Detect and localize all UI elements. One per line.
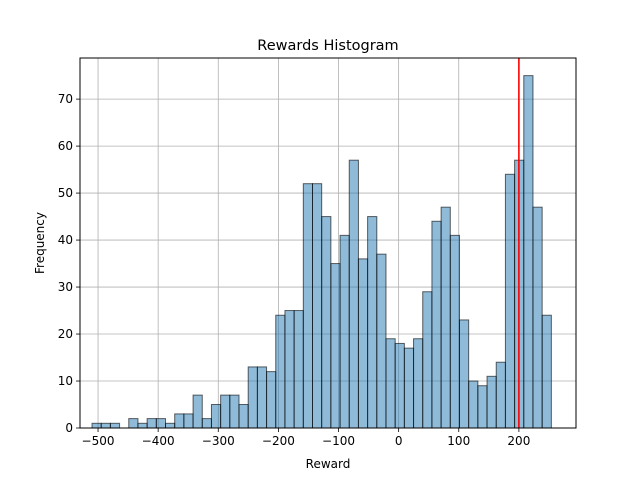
histogram-bar	[229, 394, 240, 429]
histogram-bar	[532, 206, 543, 429]
histogram-bar	[165, 422, 176, 429]
histogram-bar	[413, 338, 424, 429]
histogram-bar	[155, 418, 167, 429]
histogram-bar	[449, 234, 460, 429]
histogram-bar	[275, 314, 286, 429]
x-tick-label: 200	[507, 434, 530, 448]
histogram-bar	[541, 314, 552, 429]
histogram-bar	[339, 234, 350, 429]
histogram-bar	[330, 263, 341, 429]
x-tick-label: 0	[395, 434, 403, 448]
histogram-bars	[91, 75, 552, 429]
histogram-bar	[137, 422, 148, 429]
histogram-bar	[431, 220, 442, 429]
histogram-bar	[293, 310, 304, 429]
histogram-bar	[357, 258, 369, 429]
histogram-bar	[128, 418, 139, 429]
histogram-bar	[312, 183, 323, 429]
y-axis-label: Frequency	[33, 212, 47, 274]
histogram-bar	[458, 319, 470, 429]
histogram-bar	[321, 216, 332, 429]
x-tick-label: −500	[82, 434, 115, 448]
histogram-bar	[183, 413, 194, 429]
histogram-bar	[504, 173, 516, 429]
histogram-bar	[192, 394, 203, 429]
histogram-bar	[376, 253, 387, 429]
histogram-bar	[348, 159, 359, 429]
y-tick-label: 20	[58, 327, 73, 341]
histogram-bar	[385, 338, 396, 429]
histogram-bar	[394, 342, 405, 429]
histogram-bar	[220, 394, 231, 429]
histogram-bar	[210, 404, 222, 429]
histogram-bar	[468, 380, 479, 429]
x-axis-label: Reward	[306, 457, 351, 471]
histogram-bar	[403, 347, 415, 429]
histogram-bar	[495, 361, 506, 429]
plot-frame	[79, 57, 577, 429]
x-axis-ticks: −500 −400 −300 −200 −100 0 100 200	[82, 428, 530, 448]
histogram-bar	[174, 413, 185, 429]
histogram-bar	[266, 371, 277, 429]
histogram-bar	[256, 366, 268, 429]
histogram-bar	[422, 291, 433, 429]
histogram-bar	[109, 422, 121, 429]
histogram-bar	[284, 310, 295, 429]
y-tick-label: 30	[58, 280, 73, 294]
x-tick-label: −200	[262, 434, 295, 448]
chart-title: Rewards Histogram	[257, 38, 398, 54]
x-tick-label: −300	[202, 434, 235, 448]
histogram-bar	[477, 385, 488, 429]
y-tick-label: 40	[58, 233, 73, 247]
histogram-bar	[486, 375, 497, 429]
histogram-bar	[201, 418, 212, 429]
histogram-bar	[367, 216, 378, 429]
histogram-bar	[91, 422, 102, 429]
histogram-bar	[238, 404, 249, 429]
histogram-bar	[100, 422, 111, 429]
y-tick-label: 10	[58, 374, 73, 388]
histogram-bar	[523, 75, 534, 429]
y-tick-label: 70	[58, 92, 73, 106]
x-tick-label: −100	[322, 434, 355, 448]
histogram-bar	[146, 418, 157, 429]
histogram-bar	[247, 366, 258, 429]
y-axis-ticks: 0 10 20 30 40 50 60 70	[58, 92, 80, 435]
y-tick-label: 60	[58, 139, 73, 153]
histogram-bar	[440, 206, 451, 429]
y-tick-label: 50	[58, 186, 73, 200]
x-tick-label: 100	[447, 434, 470, 448]
y-tick-label: 0	[65, 421, 73, 435]
histogram-bar	[302, 183, 314, 429]
x-tick-label: −400	[142, 434, 175, 448]
